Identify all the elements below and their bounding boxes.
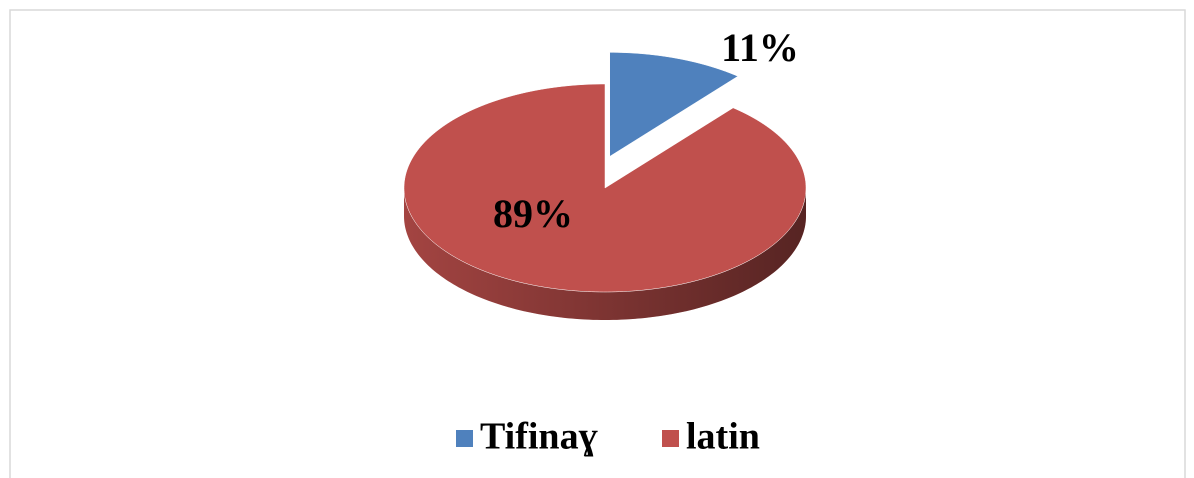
slice	[403, 83, 807, 293]
legend-swatch	[456, 430, 473, 447]
legend-label: Tifinaɣ	[480, 416, 598, 458]
data-label: 89%	[493, 191, 573, 236]
slice	[609, 52, 739, 157]
chart-border	[9, 9, 1186, 478]
slice-side-shade	[404, 188, 806, 320]
legend-swatch	[662, 430, 679, 447]
data-label: 11%	[721, 25, 799, 70]
legend-label: latin	[686, 416, 760, 458]
